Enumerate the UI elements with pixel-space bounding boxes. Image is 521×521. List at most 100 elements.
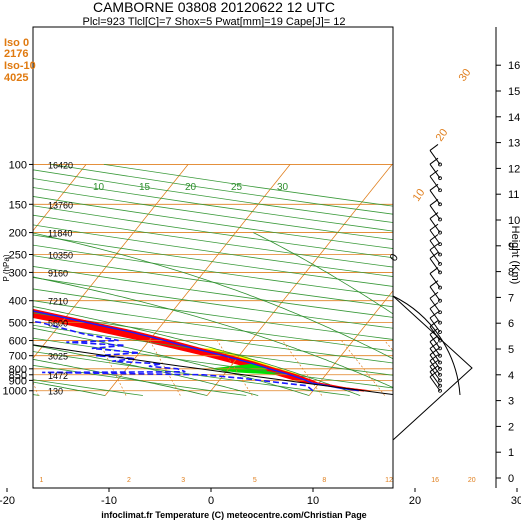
- dry-adiabat-line: [33, 205, 393, 259]
- isotherm-line: [308, 290, 393, 396]
- isotherm-line: [206, 164, 393, 396]
- wind-barb-feather: [429, 183, 439, 191]
- height-tick-label: 11: [508, 189, 519, 201]
- temperature-tick-label: 0: [208, 495, 214, 507]
- wind-barb-feather: [429, 252, 439, 259]
- wind-barb-base: [438, 378, 442, 383]
- dry-adiabat-line: [33, 255, 393, 308]
- moist-adiabat-line: [253, 232, 393, 315]
- temperature-tick-label: -10: [101, 495, 117, 507]
- plot-frame: [32, 26, 394, 489]
- level-height-label: 1472: [48, 371, 68, 381]
- wind-barb-feather: [429, 157, 439, 165]
- dry-adiabat-line: [33, 337, 393, 389]
- info-box: Iso 0 2176 Iso-10 4025: [4, 37, 36, 84]
- wind-barb-staff: [429, 371, 441, 386]
- level-height-label: 16420: [48, 160, 73, 170]
- height-tick-label: 6: [508, 318, 514, 330]
- mixing-ratio-label: 5: [253, 477, 257, 484]
- adiabat-label: 25: [231, 182, 243, 193]
- temperature-tick-label: 10: [307, 495, 319, 507]
- dry-adiabat-line: [33, 324, 393, 376]
- chart-subtitle: Plcl=923 Tlcl[C]=7 Shox=5 Pwat[mm]=19 Ca…: [82, 16, 345, 28]
- wind-barb-staff: [429, 341, 441, 356]
- wind-barb-feather: [429, 328, 439, 335]
- wind-barb-base: [438, 360, 442, 365]
- wind-barb-base: [438, 330, 442, 334]
- wind-barb-layer: [429, 144, 442, 393]
- wind-barb-feather: [429, 234, 439, 241]
- mixing-ratio-label: 3: [181, 477, 185, 484]
- dry-adiabat-line: [33, 244, 393, 297]
- temperature-tick-label: 20: [409, 495, 421, 507]
- height-tick-label: 16: [508, 60, 520, 72]
- dry-adiabat-line: [33, 312, 393, 364]
- wind-barb-staff: [429, 317, 441, 333]
- info-iso0-value: 2176: [4, 48, 28, 60]
- wind-barb-feather: [429, 342, 439, 349]
- wind-barb-staff: [429, 273, 441, 288]
- info-iso0-label: Iso 0: [4, 37, 29, 49]
- level-height-label: 130: [48, 387, 63, 397]
- height-tick-label: 13: [508, 138, 520, 150]
- wind-barb-staff: [429, 348, 441, 363]
- mixing-ratio-line: [149, 340, 181, 396]
- wind-barb-staff: [429, 150, 441, 165]
- chart-title: CAMBORNE 03808 20120622 12 UTC: [93, 0, 335, 15]
- height-tick-label: 1: [508, 447, 514, 459]
- wind-barb-feather: [429, 243, 439, 251]
- height-tick-label: 2: [508, 421, 514, 433]
- wind-barb-base: [438, 366, 442, 371]
- wind-barb-base: [438, 252, 442, 257]
- wind-barb-staff: [429, 334, 441, 349]
- wind-barb-base: [438, 242, 442, 247]
- adiabat-label: 15: [139, 182, 151, 193]
- moist-adiabat-line: [33, 306, 361, 396]
- wind-barb-feather: [429, 302, 439, 310]
- wind-barb-feather: [429, 354, 439, 362]
- wind-scale-label: 10: [411, 187, 428, 204]
- temperature-tick-label: 30: [511, 495, 521, 507]
- wind-barb-feather: [429, 267, 439, 274]
- wind-barb-staff: [429, 175, 441, 191]
- level-height-label: 9160: [48, 268, 68, 278]
- mixing-ratio-label: 8: [322, 477, 326, 484]
- wind-barb-feather: [429, 199, 439, 206]
- level-height-label: 10350: [48, 251, 73, 261]
- wind-scale-arc: [392, 295, 461, 396]
- wind-scale-label: 20: [434, 127, 451, 144]
- wind-barb-feather: [429, 348, 439, 356]
- isobar-layer: [33, 164, 393, 392]
- dry-adiabat-line: [33, 214, 393, 268]
- wind-barb-base: [438, 320, 442, 325]
- pressure-tick-label: 900: [9, 375, 27, 387]
- height-tick-label: 5: [508, 344, 514, 356]
- height-tick-label: 12: [508, 163, 520, 175]
- profile-layer: [33, 308, 393, 395]
- wind-scale-label: 30: [457, 67, 474, 84]
- wind-barb-base: [438, 217, 442, 222]
- moist-adiabat-line: [33, 232, 393, 360]
- mixing-ratio-line: [33, 381, 39, 396]
- wind-barb-staff: [429, 240, 441, 255]
- mixing-ratio-label: 2: [127, 477, 131, 484]
- moist-adiabat-line: [33, 358, 208, 396]
- pressure-tick-label: 400: [9, 296, 27, 308]
- level-height-label: 7210: [48, 297, 68, 307]
- pressure-tick-label: 150: [9, 199, 27, 211]
- wind-barb-base: [438, 270, 442, 275]
- moist-adiabat-line: [33, 276, 393, 388]
- mixing-ratio-line: [282, 340, 323, 396]
- wind-barb-staff: [429, 376, 441, 392]
- adiabat-label: 20: [185, 182, 197, 193]
- pressure-tick-label: 250: [9, 250, 27, 262]
- wind-barb-feather: [429, 280, 439, 288]
- height-tick-label: 14: [508, 112, 520, 124]
- moist-adiabat-line: [33, 344, 259, 396]
- wind-barb-feather: [429, 169, 439, 177]
- level-height-label: 11840: [48, 229, 72, 239]
- wind-barb-feather: [429, 212, 439, 219]
- wind-barb-base: [438, 372, 442, 377]
